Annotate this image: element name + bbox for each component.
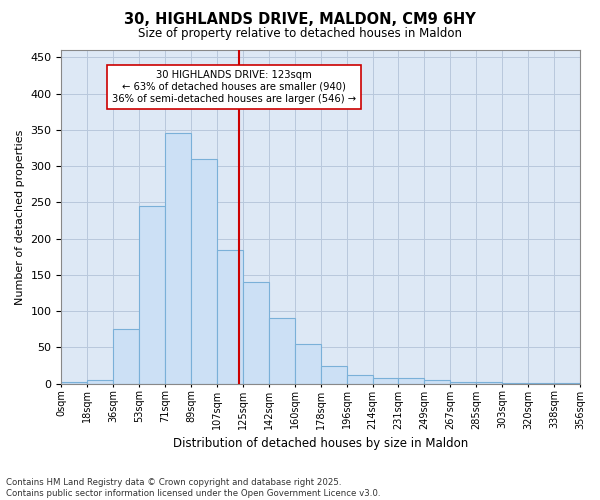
Text: 30, HIGHLANDS DRIVE, MALDON, CM9 6HY: 30, HIGHLANDS DRIVE, MALDON, CM9 6HY — [124, 12, 476, 28]
Bar — [191, 159, 217, 384]
Bar — [295, 344, 321, 384]
Bar — [502, 383, 528, 384]
Bar — [424, 380, 451, 384]
Bar — [61, 382, 88, 384]
Bar — [347, 375, 373, 384]
Bar — [476, 382, 502, 384]
Bar — [398, 378, 424, 384]
Text: Size of property relative to detached houses in Maldon: Size of property relative to detached ho… — [138, 28, 462, 40]
Bar — [165, 134, 191, 384]
Bar — [217, 250, 243, 384]
Bar — [88, 380, 113, 384]
Bar — [113, 330, 139, 384]
Bar — [243, 282, 269, 384]
Y-axis label: Number of detached properties: Number of detached properties — [15, 129, 25, 304]
Bar — [528, 383, 554, 384]
Text: 30 HIGHLANDS DRIVE: 123sqm
← 63% of detached houses are smaller (940)
36% of sem: 30 HIGHLANDS DRIVE: 123sqm ← 63% of deta… — [112, 70, 356, 104]
Text: Contains HM Land Registry data © Crown copyright and database right 2025.
Contai: Contains HM Land Registry data © Crown c… — [6, 478, 380, 498]
Bar — [269, 318, 295, 384]
Bar — [321, 366, 347, 384]
X-axis label: Distribution of detached houses by size in Maldon: Distribution of detached houses by size … — [173, 437, 469, 450]
Bar — [139, 206, 165, 384]
Bar — [451, 382, 476, 384]
Bar — [554, 383, 580, 384]
Bar — [373, 378, 398, 384]
